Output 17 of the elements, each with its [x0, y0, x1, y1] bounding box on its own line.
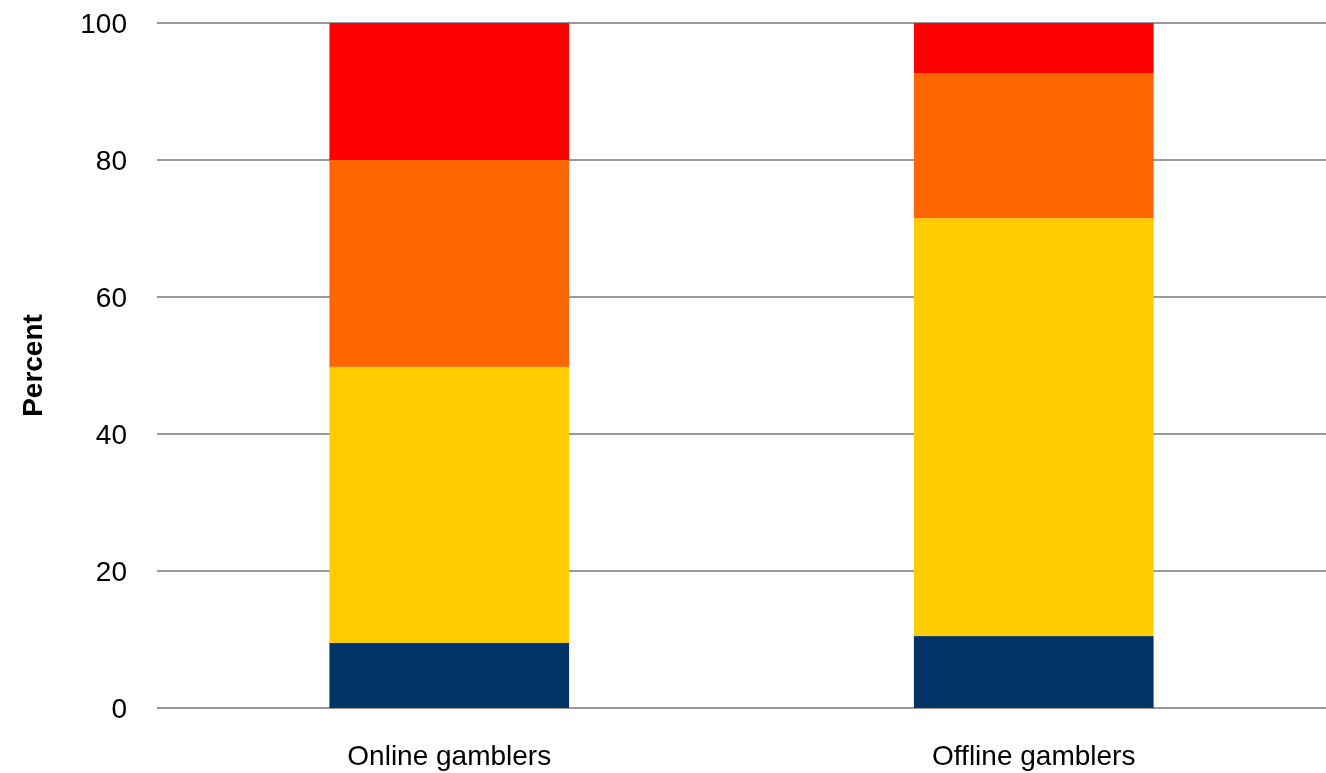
y-tick-label: 40 [95, 418, 127, 450]
bar [329, 642, 570, 708]
bar [329, 366, 570, 643]
bar [913, 73, 1154, 219]
bar [329, 160, 570, 367]
y-tick-label: 100 [80, 7, 127, 39]
y-axis-title: Percent [17, 314, 48, 417]
bar [329, 23, 570, 160]
y-tick-label: 80 [95, 144, 127, 176]
x-tick-label: Offline gamblers [932, 740, 1136, 771]
bar [913, 23, 1154, 74]
y-tick-label: 0 [111, 692, 127, 724]
bar [913, 218, 1154, 637]
x-tick-label: Online gamblers [347, 740, 552, 771]
y-tick-label: 20 [95, 555, 127, 587]
bar [913, 636, 1154, 708]
y-tick-label: 60 [95, 281, 127, 313]
